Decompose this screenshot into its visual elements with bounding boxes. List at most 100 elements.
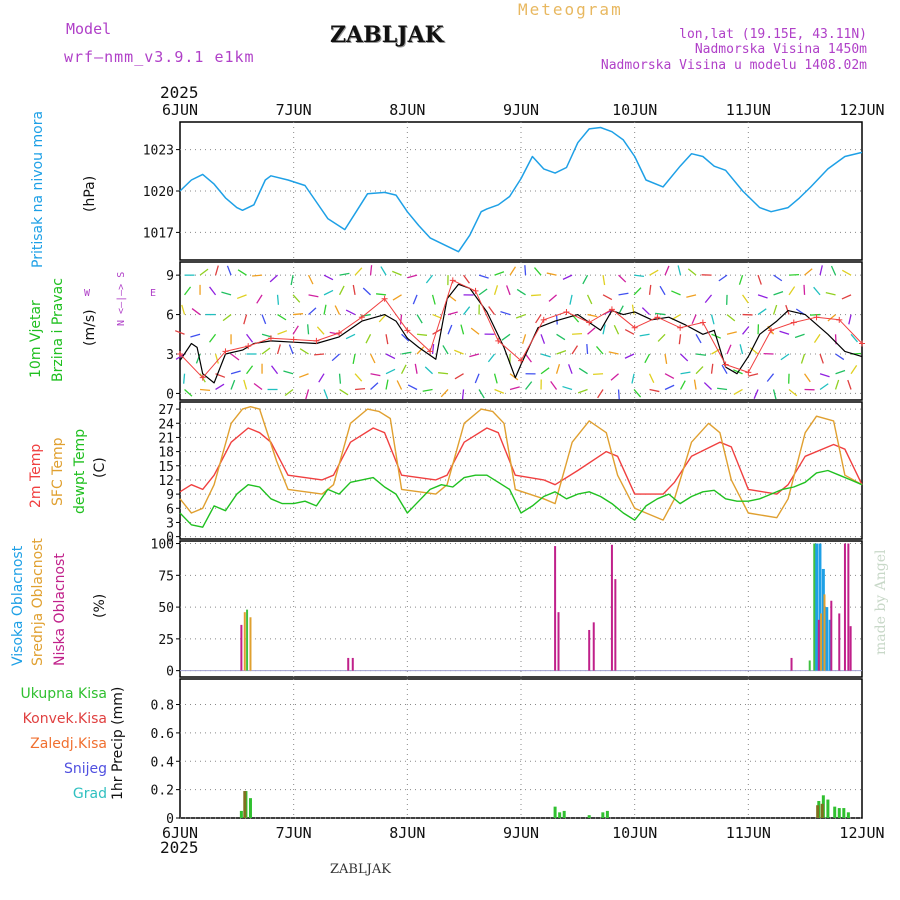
legend-hail: Grad [72, 786, 107, 802]
low-cloud-bar [557, 612, 560, 671]
wind-barb [710, 363, 714, 374]
low-cloud-bar [817, 619, 820, 671]
convective-precip-bar [816, 805, 820, 818]
wind-gust-marker [245, 343, 252, 350]
t2m-axis-label: 2m Temp [28, 443, 44, 508]
wind-barb [803, 284, 806, 295]
wind-barb [571, 345, 579, 355]
wind-barb [190, 333, 201, 338]
wind-barb [230, 379, 236, 390]
wind-barb [184, 286, 192, 296]
high-cloud-bar [815, 543, 819, 671]
pressure-line [179, 126, 863, 253]
x-tick-label-top: 11JUN [726, 101, 771, 119]
wind-barb [284, 388, 294, 397]
wind-barb [546, 272, 557, 276]
wind-gust-marker [699, 319, 706, 326]
compass-arrow: <–|–> [116, 283, 127, 314]
wind-barb [624, 353, 635, 359]
wind-barb [718, 274, 728, 282]
y-tick-label: 21 [158, 431, 174, 446]
wind-barb [199, 388, 211, 392]
wind-barb [246, 333, 254, 343]
wind-barb [678, 334, 682, 345]
model-elevation-label: Nadmorska Visina u modelu 1408.02m [600, 58, 867, 73]
wind-barb [400, 364, 407, 375]
convective-precip-bar [820, 803, 824, 818]
wind-barb [362, 287, 371, 296]
wind-barb [555, 314, 558, 325]
wind-barb [753, 389, 759, 399]
high-cloud-bar [828, 619, 832, 671]
legend-freezing-rain: Zaledj.Kisa [30, 736, 107, 752]
wind-barb [841, 269, 852, 276]
wind-barb [221, 291, 232, 296]
wind-barb [780, 353, 790, 361]
low-cloud-bar [843, 543, 846, 671]
total-precip-bar [826, 799, 830, 818]
low-cloud-bar [614, 579, 617, 671]
wind-barb [830, 265, 837, 276]
wind-barb [819, 353, 824, 364]
wind-barb [199, 268, 209, 276]
wind-barb [184, 389, 193, 397]
wind-barb [556, 333, 566, 341]
wind-barb [407, 274, 418, 279]
wind-barb [424, 366, 433, 375]
wind-barb [848, 314, 852, 325]
y-tick-label: 9 [166, 488, 174, 503]
wind-barb [431, 294, 436, 305]
wind-barb [819, 373, 830, 378]
wind-barb [587, 327, 596, 335]
wind-barb [338, 285, 345, 296]
wind-barb [339, 388, 349, 396]
wind-barb [695, 333, 702, 344]
wind-barb [447, 324, 453, 335]
wind-barb [385, 379, 389, 390]
wind-barb [380, 266, 387, 276]
wind-barb [276, 344, 281, 355]
y-tick-label: 0.8 [151, 699, 174, 714]
wind-barb [593, 373, 604, 376]
wind-gust-marker [836, 316, 843, 323]
wind-gust-marker [813, 314, 820, 321]
y-tick-label: 0.4 [151, 755, 175, 770]
year-bottom: 2025 [160, 838, 199, 857]
wind-barb [742, 326, 750, 335]
wind-barb [174, 330, 185, 335]
wind-gust-marker [495, 337, 502, 344]
wind-barb [524, 265, 527, 276]
wind-barb [602, 294, 613, 301]
wind-barb [292, 294, 301, 303]
wind-barb [376, 293, 387, 296]
y-tick-label: 6 [166, 502, 174, 517]
wind-barb [850, 365, 858, 375]
precip-axis-label: 1hr Precip (mm) [110, 686, 126, 800]
wind-barb [493, 285, 499, 296]
wind-gust-marker [654, 314, 661, 321]
y-tick-label: 0 [166, 387, 174, 402]
wind-barb [804, 373, 811, 383]
wind-barb [568, 364, 573, 374]
wind-barb [407, 384, 418, 391]
wind-barb [401, 351, 412, 355]
wind-barb [664, 384, 675, 391]
wind-gust-marker [449, 277, 456, 284]
wind-barb [847, 379, 852, 390]
wind-barb [613, 324, 620, 335]
y-tick-label: 3 [166, 516, 174, 531]
y-tick-label: 0.2 [151, 784, 174, 799]
x-tick-label-bottom: 7JUN [276, 824, 312, 842]
total-precip-bar [587, 815, 591, 818]
wind-barb [618, 274, 627, 283]
wind-gust-marker [768, 327, 775, 334]
wind-gust-marker [290, 336, 297, 343]
wind-barb [378, 314, 387, 323]
total-precip-bar [842, 808, 846, 818]
temp-unit-label: (C) [92, 457, 108, 478]
low-cloud-bar [554, 546, 557, 671]
convective-precip-bar [243, 791, 247, 818]
pressure-axis-label: Pritisak na nivou mora [30, 110, 46, 268]
wind-barb [488, 306, 496, 315]
